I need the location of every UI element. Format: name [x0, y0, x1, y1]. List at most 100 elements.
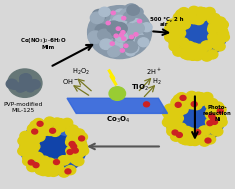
Circle shape: [176, 10, 187, 19]
Circle shape: [212, 102, 223, 111]
Circle shape: [113, 15, 127, 27]
Circle shape: [23, 157, 34, 166]
Circle shape: [20, 79, 29, 87]
Circle shape: [24, 84, 31, 90]
Circle shape: [173, 32, 184, 41]
Circle shape: [95, 24, 109, 36]
Circle shape: [167, 127, 178, 136]
Circle shape: [218, 29, 229, 38]
Circle shape: [188, 6, 200, 15]
Circle shape: [212, 35, 223, 44]
Circle shape: [182, 99, 193, 108]
Circle shape: [120, 28, 129, 35]
Circle shape: [141, 23, 152, 32]
Circle shape: [184, 43, 195, 53]
Circle shape: [173, 47, 184, 56]
Text: MIm: MIm: [41, 45, 54, 50]
Circle shape: [32, 152, 43, 161]
Circle shape: [50, 128, 55, 133]
Circle shape: [215, 17, 226, 26]
Circle shape: [208, 14, 219, 23]
Circle shape: [124, 41, 137, 53]
Circle shape: [205, 138, 211, 143]
Circle shape: [173, 13, 184, 22]
Circle shape: [122, 37, 126, 40]
Circle shape: [73, 149, 84, 158]
Circle shape: [26, 85, 34, 92]
Circle shape: [169, 42, 180, 51]
Circle shape: [124, 12, 135, 21]
Circle shape: [99, 7, 110, 16]
Circle shape: [34, 132, 45, 141]
Circle shape: [43, 160, 54, 169]
Circle shape: [168, 9, 227, 59]
Circle shape: [178, 8, 189, 17]
Circle shape: [103, 35, 113, 43]
Circle shape: [44, 117, 55, 126]
Circle shape: [137, 19, 142, 23]
Circle shape: [30, 121, 41, 130]
Circle shape: [178, 135, 189, 144]
Circle shape: [208, 15, 219, 24]
Circle shape: [110, 42, 114, 45]
Circle shape: [173, 20, 184, 29]
Circle shape: [100, 39, 113, 50]
Circle shape: [205, 135, 215, 144]
Circle shape: [67, 150, 77, 159]
Circle shape: [189, 136, 200, 146]
Circle shape: [167, 119, 178, 128]
Circle shape: [115, 32, 128, 42]
Circle shape: [36, 157, 47, 166]
Circle shape: [164, 104, 175, 113]
Circle shape: [172, 114, 183, 123]
Circle shape: [188, 131, 199, 140]
Circle shape: [206, 108, 217, 117]
Circle shape: [169, 39, 180, 48]
Circle shape: [88, 6, 152, 59]
Circle shape: [25, 135, 36, 144]
Circle shape: [72, 148, 78, 153]
Circle shape: [187, 100, 197, 109]
Circle shape: [20, 76, 29, 83]
Circle shape: [70, 149, 81, 159]
Circle shape: [209, 120, 220, 129]
Circle shape: [24, 139, 35, 148]
Circle shape: [185, 136, 196, 145]
Circle shape: [116, 34, 125, 42]
Circle shape: [167, 23, 178, 32]
Circle shape: [184, 15, 195, 24]
Circle shape: [168, 111, 179, 120]
Circle shape: [213, 105, 224, 114]
Text: 2H$^+$: 2H$^+$: [145, 67, 161, 77]
Circle shape: [120, 49, 124, 52]
Circle shape: [173, 25, 184, 34]
Circle shape: [23, 143, 34, 152]
Circle shape: [27, 138, 38, 147]
Circle shape: [187, 51, 198, 60]
Circle shape: [164, 118, 176, 127]
Circle shape: [133, 19, 148, 32]
Circle shape: [171, 28, 182, 37]
Circle shape: [216, 26, 227, 35]
Circle shape: [67, 149, 73, 154]
Text: H$_2$: H$_2$: [152, 77, 161, 87]
Circle shape: [200, 126, 210, 135]
Circle shape: [50, 160, 61, 169]
Circle shape: [215, 35, 225, 44]
Circle shape: [179, 20, 190, 29]
Circle shape: [180, 136, 191, 145]
Circle shape: [180, 95, 191, 104]
Circle shape: [125, 24, 135, 32]
Circle shape: [74, 129, 85, 138]
Circle shape: [123, 38, 133, 46]
Circle shape: [125, 38, 139, 50]
Circle shape: [211, 40, 222, 49]
Circle shape: [171, 132, 181, 141]
Circle shape: [193, 92, 204, 101]
Circle shape: [209, 13, 220, 22]
Circle shape: [167, 33, 178, 42]
Circle shape: [75, 132, 86, 141]
Circle shape: [185, 129, 196, 139]
Circle shape: [168, 120, 179, 129]
Circle shape: [202, 93, 213, 102]
